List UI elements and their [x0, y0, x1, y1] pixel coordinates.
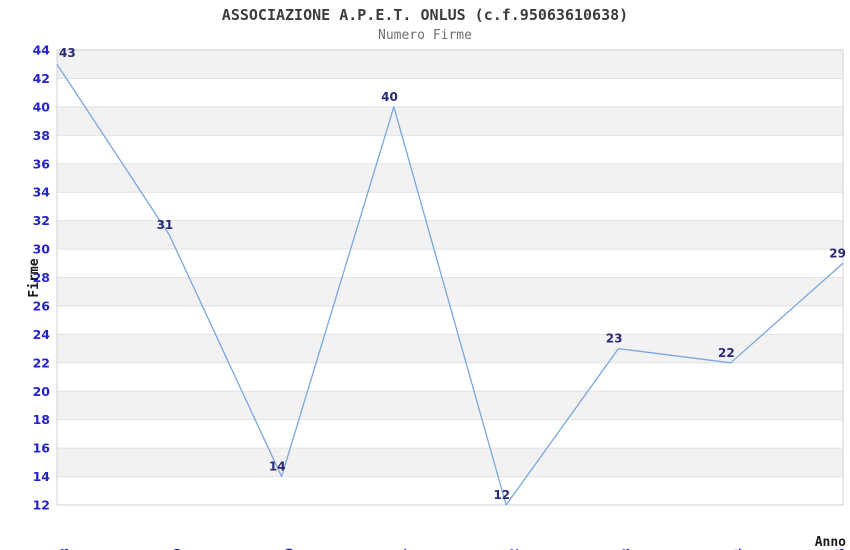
value-label: 12 — [493, 488, 510, 502]
plot-band — [57, 391, 843, 420]
value-label: 43 — [59, 46, 76, 60]
y-tick-label: 32 — [33, 213, 50, 228]
x-tick-label: 2012 — [506, 548, 521, 550]
x-tick-label: 2011 — [394, 548, 409, 550]
chart-subtitle: Numero Firme — [378, 28, 472, 43]
y-tick-label: 16 — [33, 441, 51, 456]
plot-band — [57, 448, 843, 477]
x-tick-label: 2009 — [169, 548, 184, 550]
y-axis-title: Firme — [27, 258, 42, 297]
y-tick-label: 22 — [33, 355, 50, 370]
chart-title: ASSOCIAZIONE A.P.E.T. ONLUS (c.f.9506361… — [221, 6, 629, 24]
y-tick-label: 34 — [33, 185, 51, 200]
plot-band — [57, 106, 843, 136]
value-label: 23 — [606, 332, 623, 346]
y-tick-label: 18 — [33, 412, 50, 427]
plot-border — [56, 49, 844, 506]
y-tick-label: 24 — [33, 327, 51, 342]
x-axis-title: Anno — [815, 535, 846, 550]
x-tick-label: 2015 — [833, 548, 848, 550]
value-label: 31 — [157, 218, 174, 232]
y-tick-label: 38 — [33, 128, 50, 143]
y-tick-label: 44 — [33, 43, 51, 58]
plot-band — [57, 50, 843, 79]
plot-band — [57, 163, 843, 193]
y-tick-label: 20 — [33, 384, 51, 399]
y-tick-label: 14 — [33, 469, 51, 484]
value-label: 14 — [269, 460, 286, 474]
x-tick-label: 2013 — [618, 548, 633, 550]
y-tick-label: 40 — [33, 99, 51, 114]
value-label: 29 — [829, 246, 846, 260]
y-tick-label: 30 — [33, 242, 51, 257]
value-label: 40 — [381, 90, 398, 104]
x-tick-label: 2010 — [282, 548, 297, 550]
y-tick-label: 42 — [33, 71, 50, 86]
y-tick-label: 26 — [33, 298, 51, 313]
y-tick-label: 28 — [33, 270, 50, 285]
y-tick-label: 12 — [33, 498, 50, 513]
x-tick-label: 2008 — [57, 548, 72, 550]
x-tick-label: 2014 — [731, 548, 746, 550]
value-label: 22 — [718, 346, 735, 360]
series-line — [56, 63, 844, 506]
y-tick-label: 36 — [33, 156, 51, 171]
plot-band — [57, 220, 843, 250]
plot-band — [57, 277, 843, 306]
plot-band — [57, 334, 843, 363]
